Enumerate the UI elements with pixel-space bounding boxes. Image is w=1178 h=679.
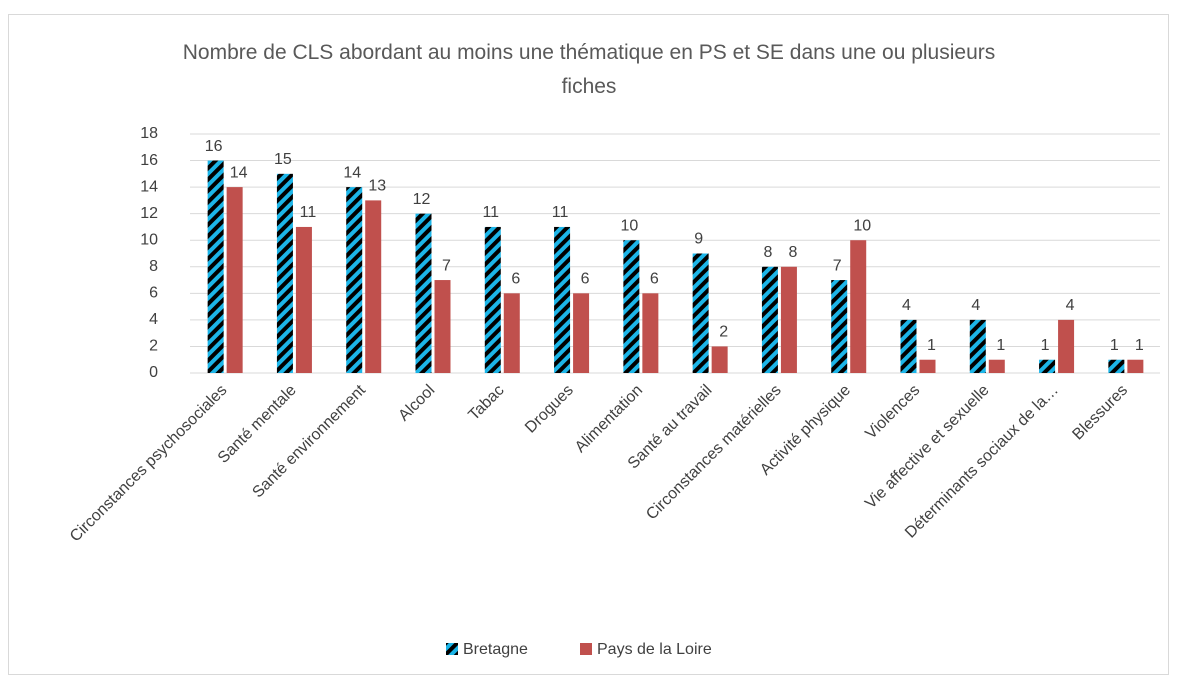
bar [831,280,848,373]
bar [295,226,312,373]
bar [711,346,728,373]
bar [365,200,382,373]
bar [503,293,520,373]
data-label: 2 [719,324,728,341]
bar [484,226,501,373]
data-label: 6 [511,271,520,288]
legend-swatch [580,643,592,655]
x-tick-label: Vie affective et sexuelle [862,382,993,513]
legend-label: Bretagne [463,641,528,658]
y-tick-label: 14 [140,178,158,195]
bar [1108,359,1125,373]
data-label: 12 [413,191,431,208]
x-tick-label: Santé environnement [249,381,369,501]
data-label: 4 [1066,297,1075,314]
bar [573,293,590,373]
bar [761,266,778,373]
data-label: 8 [788,244,797,261]
bar [850,240,867,373]
bar [1058,319,1075,373]
bar [1039,359,1056,373]
x-tick-label: Circonstances matérielles [643,382,785,524]
y-tick-label: 16 [140,152,158,169]
data-label: 6 [581,271,590,288]
bar [692,253,709,373]
data-label: 15 [274,151,292,168]
x-tick-label: Alimentation [572,382,646,456]
bar [623,240,640,373]
bar [207,160,224,373]
chart-title: Nombre de CLS abordant au moins une thém… [182,41,996,98]
x-tick-label: Alcool [395,382,438,425]
data-label: 10 [853,217,871,234]
bar [415,213,432,373]
x-tick-label: Tabac [465,382,507,424]
legend-label: Pays de la Loire [597,641,712,658]
data-label: 7 [833,257,842,274]
x-tick-label: Violences [862,382,923,443]
data-label: 10 [620,217,638,234]
bar [276,173,293,373]
bar [1127,359,1144,373]
y-tick-label: 10 [140,231,158,248]
data-label: 14 [343,164,361,181]
bar [900,319,917,373]
data-label: 4 [971,297,980,314]
x-tick-label: Drogues [522,382,577,437]
data-label: 1 [996,337,1005,354]
x-tick-label: Circonstances psychosociales [67,382,231,546]
data-label: 1 [1135,337,1144,354]
bar [346,187,363,373]
data-label: 16 [205,138,223,155]
chart-border [8,14,1169,675]
data-label: 13 [368,178,386,195]
data-label: 11 [552,204,569,221]
data-label: 11 [300,204,317,221]
data-label: 1 [1110,337,1119,354]
y-tick-label: 18 [140,125,158,142]
x-tick-label: Déterminants sociaux de la… [902,382,1062,542]
bar [554,226,571,373]
data-label: 4 [902,297,911,314]
y-tick-label: 8 [149,258,158,275]
y-tick-label: 4 [149,311,158,328]
data-label: 1 [927,337,936,354]
legend-swatch [446,643,458,655]
y-tick-label: 6 [149,285,158,302]
data-label: 14 [230,164,248,181]
bar [642,293,659,373]
bar [988,359,1005,373]
x-tick-label: Blessures [1069,382,1131,444]
data-label: 8 [763,244,772,261]
y-tick-label: 0 [149,364,158,381]
bar [434,280,451,373]
data-label: 7 [442,257,451,274]
bar [919,359,936,373]
bar [780,266,797,373]
y-tick-label: 12 [140,205,158,222]
data-label: 9 [694,231,703,248]
bar [226,187,243,373]
data-label: 1 [1041,337,1050,354]
y-tick-label: 2 [149,338,158,355]
data-label: 6 [650,271,659,288]
data-label: 11 [482,204,499,221]
bar [969,319,986,373]
